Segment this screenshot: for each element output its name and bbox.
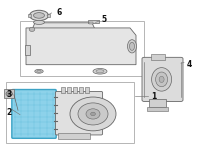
Ellipse shape [96,70,104,73]
Bar [73,87,77,93]
Circle shape [91,112,95,116]
Bar [88,20,99,23]
Circle shape [6,91,12,96]
FancyBboxPatch shape [55,91,103,135]
Circle shape [86,109,100,119]
Bar [6,82,134,143]
Bar [147,107,168,111]
Circle shape [8,93,11,95]
Ellipse shape [34,13,44,18]
Text: 1: 1 [151,92,157,101]
Text: 3: 3 [6,90,12,99]
Ellipse shape [159,76,164,82]
Bar [79,87,83,93]
Text: 2: 2 [6,108,12,117]
Circle shape [78,103,108,125]
Ellipse shape [130,42,134,50]
Bar [58,133,90,139]
Bar [47,14,50,17]
Polygon shape [26,28,136,65]
Bar [28,14,31,17]
Text: 6: 6 [56,8,62,17]
Bar [151,54,165,60]
Ellipse shape [37,70,41,72]
Ellipse shape [30,10,48,21]
Ellipse shape [35,69,43,73]
FancyBboxPatch shape [12,90,56,138]
Ellipse shape [93,69,107,74]
Bar [89,22,93,24]
Ellipse shape [128,40,136,53]
Bar [149,99,166,107]
Bar [85,87,89,93]
Text: 4: 4 [186,60,192,69]
Ellipse shape [34,20,44,24]
Bar [67,87,71,93]
Bar [61,87,65,93]
Bar [4,89,14,98]
Polygon shape [32,23,95,29]
Bar [20,21,144,76]
Ellipse shape [152,68,172,91]
Bar [25,45,30,55]
Circle shape [29,27,35,31]
Circle shape [70,97,116,131]
Ellipse shape [156,72,168,87]
FancyBboxPatch shape [142,57,183,101]
Text: 5: 5 [101,15,107,24]
